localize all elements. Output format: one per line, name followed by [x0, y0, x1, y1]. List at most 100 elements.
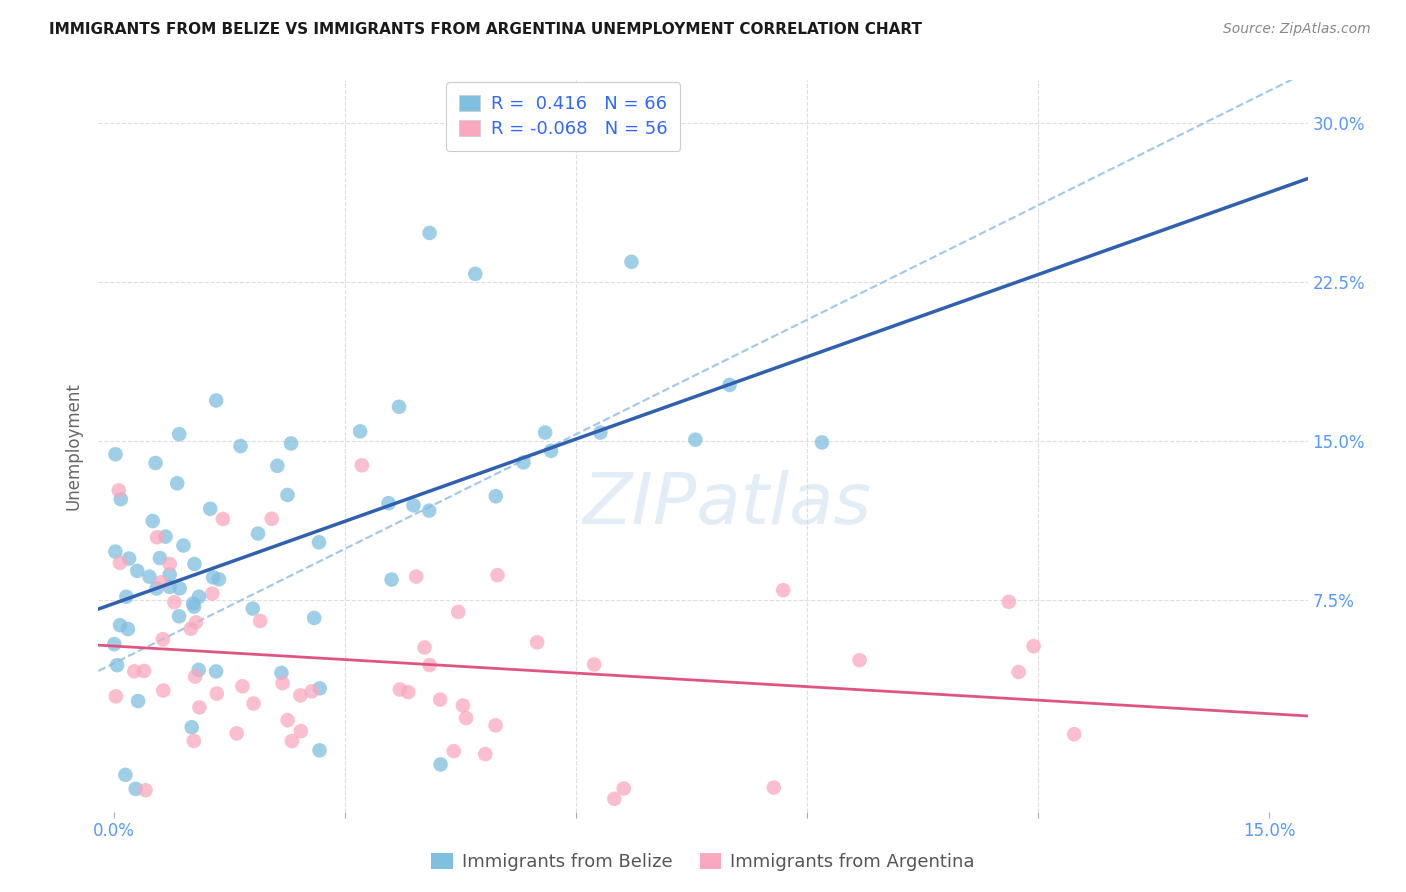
Point — [377, 496, 399, 510]
Point — [620, 255, 643, 269]
Point — [402, 498, 425, 512]
Point — [183, 557, 205, 571]
Point — [225, 726, 247, 740]
Point — [183, 734, 205, 748]
Point — [187, 663, 209, 677]
Point — [188, 590, 211, 604]
Point — [388, 682, 411, 697]
Point — [308, 743, 330, 757]
Point — [159, 557, 181, 571]
Point — [242, 697, 264, 711]
Point — [180, 622, 202, 636]
Point — [200, 501, 222, 516]
Point — [447, 605, 470, 619]
Point — [205, 393, 228, 408]
Point — [188, 700, 211, 714]
Y-axis label: Unemployment: Unemployment — [65, 382, 83, 510]
Point — [145, 456, 167, 470]
Point — [718, 378, 741, 392]
Text: IMMIGRANTS FROM BELIZE VS IMMIGRANTS FROM ARGENTINA UNEMPLOYMENT CORRELATION CHA: IMMIGRANTS FROM BELIZE VS IMMIGRANTS FRO… — [49, 22, 922, 37]
Point — [247, 526, 270, 541]
Point — [152, 683, 174, 698]
Point — [107, 483, 129, 498]
Point — [613, 781, 636, 796]
Point — [125, 781, 148, 796]
Point — [685, 433, 707, 447]
Point — [388, 400, 411, 414]
Point — [474, 747, 496, 761]
Point — [772, 583, 794, 598]
Point — [163, 595, 186, 609]
Point — [105, 658, 128, 673]
Point — [166, 476, 188, 491]
Point — [848, 653, 870, 667]
Point — [276, 488, 298, 502]
Point — [169, 582, 191, 596]
Point — [762, 780, 785, 795]
Point — [172, 539, 194, 553]
Point — [534, 425, 557, 440]
Point — [280, 436, 302, 450]
Point — [484, 718, 506, 732]
Point — [104, 447, 127, 461]
Point — [277, 713, 299, 727]
Point — [350, 458, 373, 473]
Point — [231, 679, 253, 693]
Point — [302, 611, 325, 625]
Point — [429, 692, 451, 706]
Point — [208, 572, 231, 586]
Point — [419, 226, 441, 240]
Point — [159, 567, 181, 582]
Point — [229, 439, 252, 453]
Point — [396, 685, 419, 699]
Point — [149, 551, 172, 566]
Point — [212, 512, 235, 526]
Point — [349, 425, 371, 439]
Legend: R =  0.416   N = 66, R = -0.068   N = 56: R = 0.416 N = 66, R = -0.068 N = 56 — [446, 82, 681, 151]
Point — [110, 492, 132, 507]
Point — [1022, 639, 1045, 653]
Point — [142, 514, 165, 528]
Point — [201, 586, 224, 600]
Point — [108, 556, 131, 570]
Point — [997, 595, 1019, 609]
Point — [155, 530, 177, 544]
Point — [512, 455, 534, 469]
Point — [443, 744, 465, 758]
Point — [118, 551, 141, 566]
Point — [249, 614, 271, 628]
Point — [451, 698, 474, 713]
Point — [281, 734, 304, 748]
Point — [104, 690, 127, 704]
Text: Source: ZipAtlas.com: Source: ZipAtlas.com — [1223, 22, 1371, 37]
Point — [108, 618, 131, 632]
Point — [159, 580, 181, 594]
Legend: Immigrants from Belize, Immigrants from Argentina: Immigrants from Belize, Immigrants from … — [425, 846, 981, 879]
Point — [603, 792, 626, 806]
Point — [145, 582, 167, 596]
Point — [270, 665, 292, 680]
Point — [260, 512, 283, 526]
Point — [290, 724, 312, 739]
Point — [150, 575, 173, 590]
Point — [205, 665, 228, 679]
Point — [205, 687, 228, 701]
Point — [266, 458, 288, 473]
Point — [1007, 665, 1029, 679]
Point — [127, 694, 149, 708]
Point — [114, 768, 136, 782]
Point — [117, 622, 139, 636]
Point — [418, 503, 440, 517]
Point — [811, 435, 834, 450]
Point — [589, 425, 612, 440]
Point — [271, 676, 294, 690]
Point — [167, 609, 190, 624]
Point — [127, 564, 149, 578]
Point — [146, 530, 169, 544]
Point — [138, 570, 160, 584]
Point — [115, 590, 138, 604]
Point — [134, 783, 156, 797]
Point — [124, 665, 146, 679]
Point — [242, 601, 264, 615]
Point — [301, 684, 323, 698]
